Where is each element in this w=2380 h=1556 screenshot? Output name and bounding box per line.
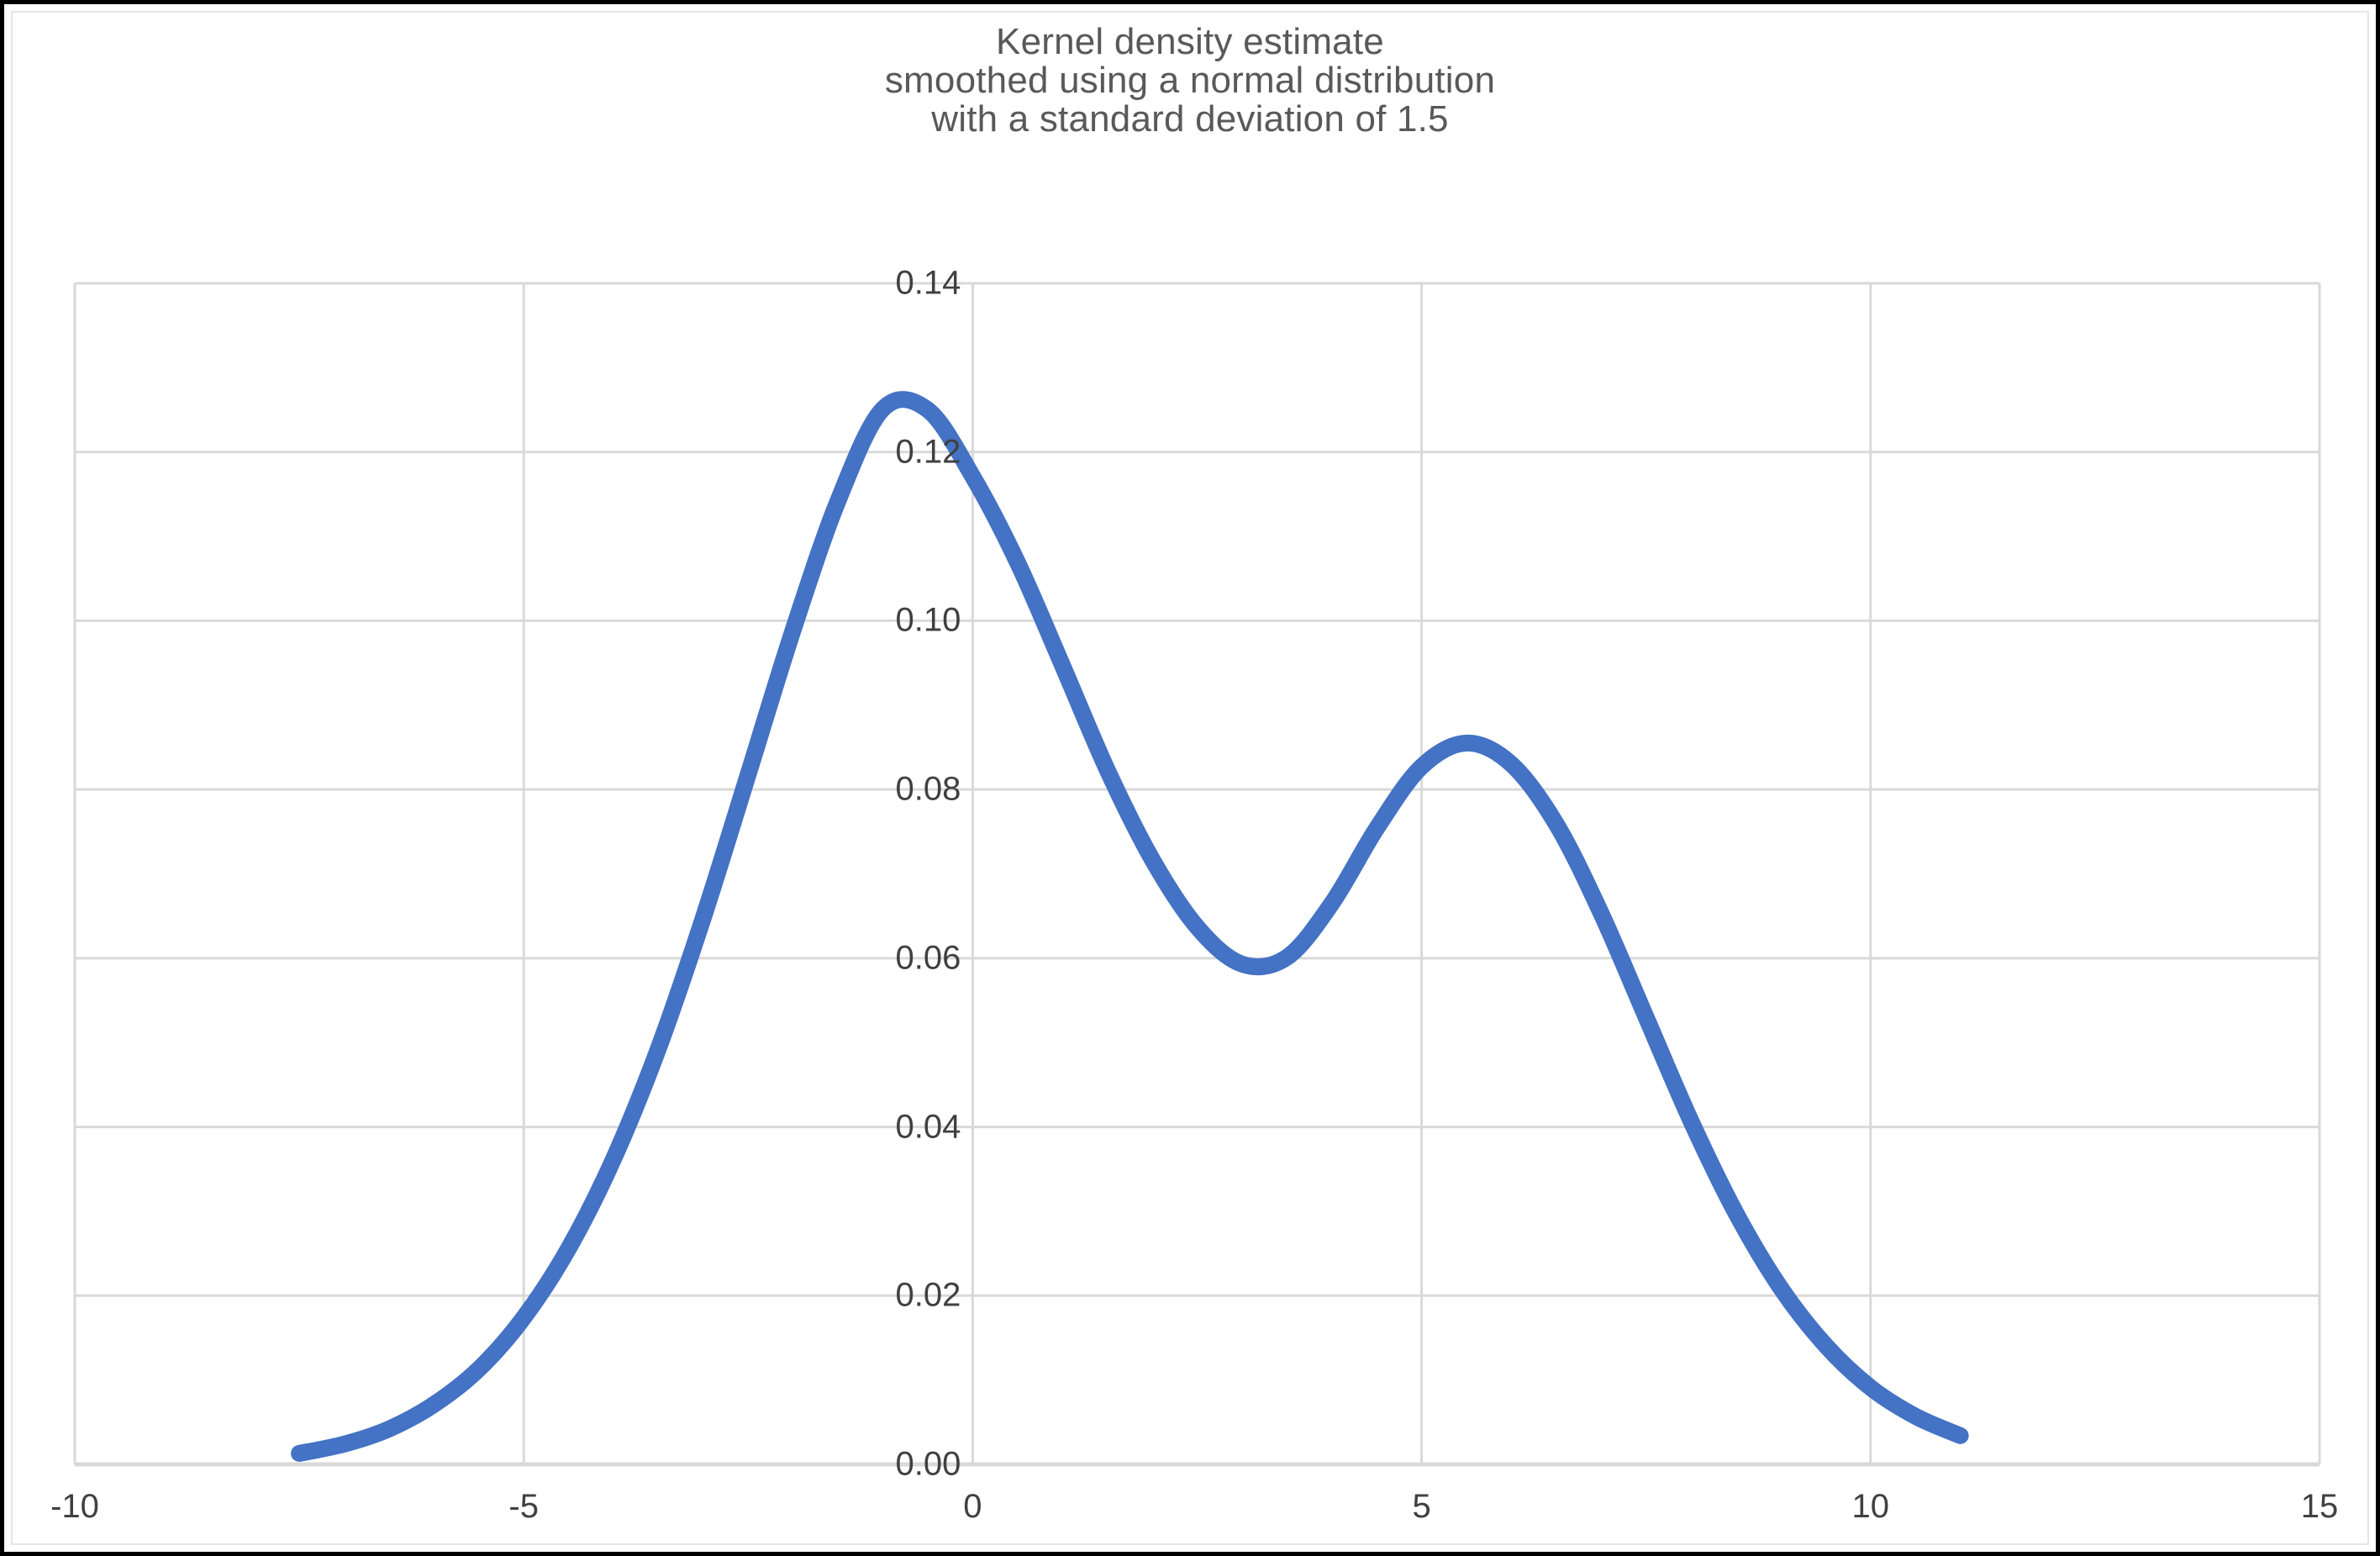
x-tick-label: 10 (1851, 1488, 1890, 1525)
chart-frame: Kernel density estimate smoothed using a… (11, 11, 2369, 1545)
x-tick-label: 15 (2300, 1488, 2339, 1525)
y-tick-label: 0.12 (895, 433, 961, 471)
y-tick-label: 0.06 (895, 939, 961, 977)
y-tick-label: 0.00 (895, 1445, 961, 1483)
y-tick-label: 0.08 (895, 770, 961, 808)
horizontal-gridlines (75, 282, 2319, 1467)
x-tick-label: -10 (50, 1488, 99, 1525)
x-tick-label: -5 (508, 1488, 539, 1525)
kde-curve (291, 391, 1969, 1462)
y-tick-label: 0.10 (895, 601, 961, 639)
x-tick-label: 5 (1412, 1488, 1431, 1525)
chart-title: Kernel density estimate smoothed using a… (884, 21, 1496, 140)
x-tick-label: 0 (963, 1488, 982, 1525)
y-tick-label: 0.14 (895, 264, 961, 302)
plot-svg (73, 282, 2321, 1467)
vertical-gridlines (73, 283, 2321, 1464)
x-axis-tick-labels: -10 -5 0 5 10 15 (50, 1488, 2338, 1538)
plot-area: 0.00 0.02 0.04 0.06 0.08 0.10 0.12 0.14 (73, 265, 2321, 1483)
y-tick-label: 0.02 (895, 1276, 961, 1314)
y-tick-label: 0.04 (895, 1108, 961, 1146)
